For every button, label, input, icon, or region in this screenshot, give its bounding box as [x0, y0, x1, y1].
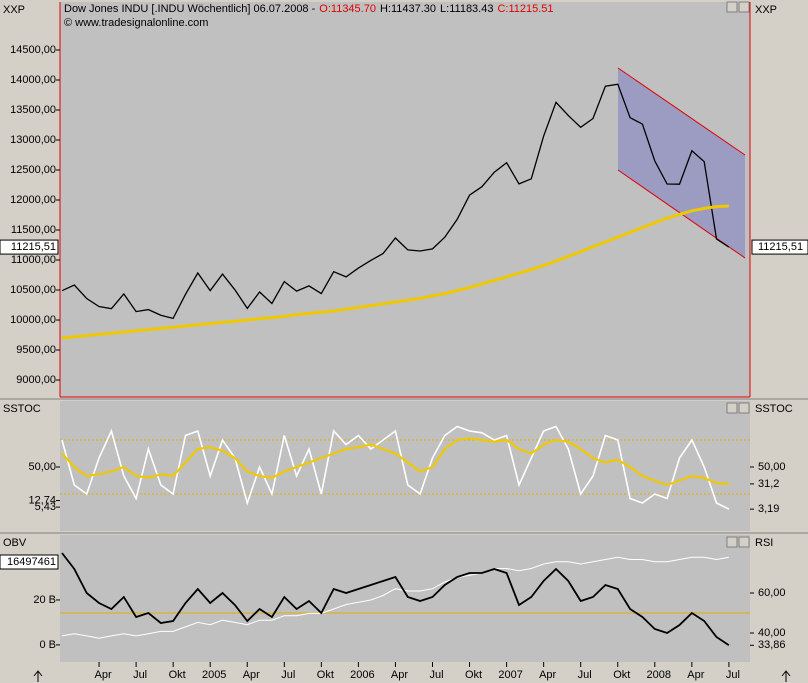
ohlc-value: L:11183.43 — [440, 3, 493, 15]
price-plot-area — [60, 2, 750, 397]
close-button[interactable] — [738, 402, 750, 414]
series-line — [61, 437, 729, 487]
axis-label: SSTOC — [3, 403, 41, 415]
y-tick-label: 12500,00 — [10, 164, 56, 176]
y-tick-label: 20 B — [33, 594, 56, 606]
panel-buttons — [726, 1, 750, 548]
y-tick-label: 31,2 — [758, 478, 779, 490]
chart-title: Dow Jones INDU [.INDU Wöchentlich] 06.07… — [64, 3, 554, 15]
y-tick-label: 9500,00 — [16, 344, 56, 356]
x-tick-label: Okt — [317, 669, 334, 681]
y-tick-label: 9000,00 — [16, 374, 56, 386]
y-tick-label: 5,43 — [35, 501, 56, 513]
ohlc-value: O:11345.70 — [319, 3, 376, 15]
trend-channel — [618, 68, 745, 258]
y-tick-label: 13500,00 — [10, 104, 56, 116]
y-tick-label: 0 B — [39, 639, 56, 651]
series-line — [61, 425, 730, 510]
x-tick-label: Jul — [578, 669, 592, 681]
x-tick-label: Jul — [281, 669, 295, 681]
series-line — [61, 552, 730, 647]
x-tick-label: Apr — [391, 669, 408, 681]
x-tick-label: Apr — [243, 669, 260, 681]
x-tick-label: Jul — [133, 669, 147, 681]
series-line — [61, 556, 729, 639]
y-tick-label: 10500,00 — [10, 284, 56, 296]
x-tick-label: Okt — [169, 669, 186, 681]
close-button[interactable] — [738, 536, 750, 548]
scroll-arrows[interactable] — [33, 670, 791, 682]
current-box — [0, 554, 59, 570]
ohlc: O:11345.70 H:11437.30 L:11183.43 C:11215.51 — [319, 3, 553, 15]
y-tick-label: 3,19 — [758, 503, 779, 515]
last-value-label: 11215,51 — [11, 241, 56, 253]
y-tick-label: 14500,00 — [10, 44, 56, 56]
x-tick-label: Okt — [613, 669, 630, 681]
axis-label: RSI — [755, 537, 773, 549]
x-tick-label: 2008 — [647, 669, 671, 681]
copyright: © www.tradesignalonline.com — [64, 17, 208, 29]
x-tick-label: Apr — [94, 669, 111, 681]
series-line — [61, 83, 730, 320]
y-tick-label: 50,00 — [28, 461, 56, 473]
x-tick-label: Apr — [687, 669, 704, 681]
maximize-button[interactable] — [726, 536, 738, 548]
y-tick-label: 40,00 — [758, 627, 786, 639]
x-tick-label: 2007 — [498, 669, 522, 681]
axis-label: SSTOC — [755, 403, 793, 415]
x-tick-label: 2006 — [350, 669, 374, 681]
x-tick-label: Jul — [429, 669, 443, 681]
close-button[interactable] — [738, 1, 750, 13]
series-line — [61, 204, 729, 340]
y-tick-label: 33,86 — [758, 639, 786, 651]
y-tick-label: 12,74 — [28, 494, 56, 506]
last-value-label: 11215,51 — [758, 241, 803, 253]
last-value-box — [751, 239, 808, 255]
axis-label: OBV — [3, 537, 27, 549]
y-tick-label: 60,00 — [758, 587, 786, 599]
current-label: 16497461 — [7, 556, 56, 568]
y-tick-label: 11000,00 — [11, 254, 56, 266]
maximize-button[interactable] — [726, 402, 738, 414]
obv-plot-area — [60, 535, 750, 662]
last-value-box — [0, 239, 59, 255]
y-tick-label: 12000,00 — [10, 194, 56, 206]
axis-label: XXP — [755, 4, 777, 16]
x-tick-label: Okt — [465, 669, 482, 681]
maximize-button[interactable] — [726, 1, 738, 13]
y-tick-label: 13000,00 — [10, 134, 56, 146]
x-tick-label: Jul — [726, 669, 740, 681]
axis-label: XXP — [3, 4, 25, 16]
trend-line — [617, 67, 746, 156]
x-tick-label: 2005 — [202, 669, 226, 681]
y-tick-label: 11500,00 — [11, 224, 56, 236]
stoch-plot-area — [60, 401, 750, 531]
y-tick-label: 10000,00 — [10, 314, 56, 326]
y-tick-label: 50,00 — [758, 461, 786, 473]
x-tick-label: Apr — [539, 669, 556, 681]
ohlc-value: H:11437.30 — [380, 3, 436, 15]
ohlc-value: C:11215.51 — [497, 3, 553, 15]
y-tick-label: 14000,00 — [10, 74, 56, 86]
title-text: Dow Jones INDU [.INDU Wöchentlich] 06.07… — [64, 3, 316, 15]
